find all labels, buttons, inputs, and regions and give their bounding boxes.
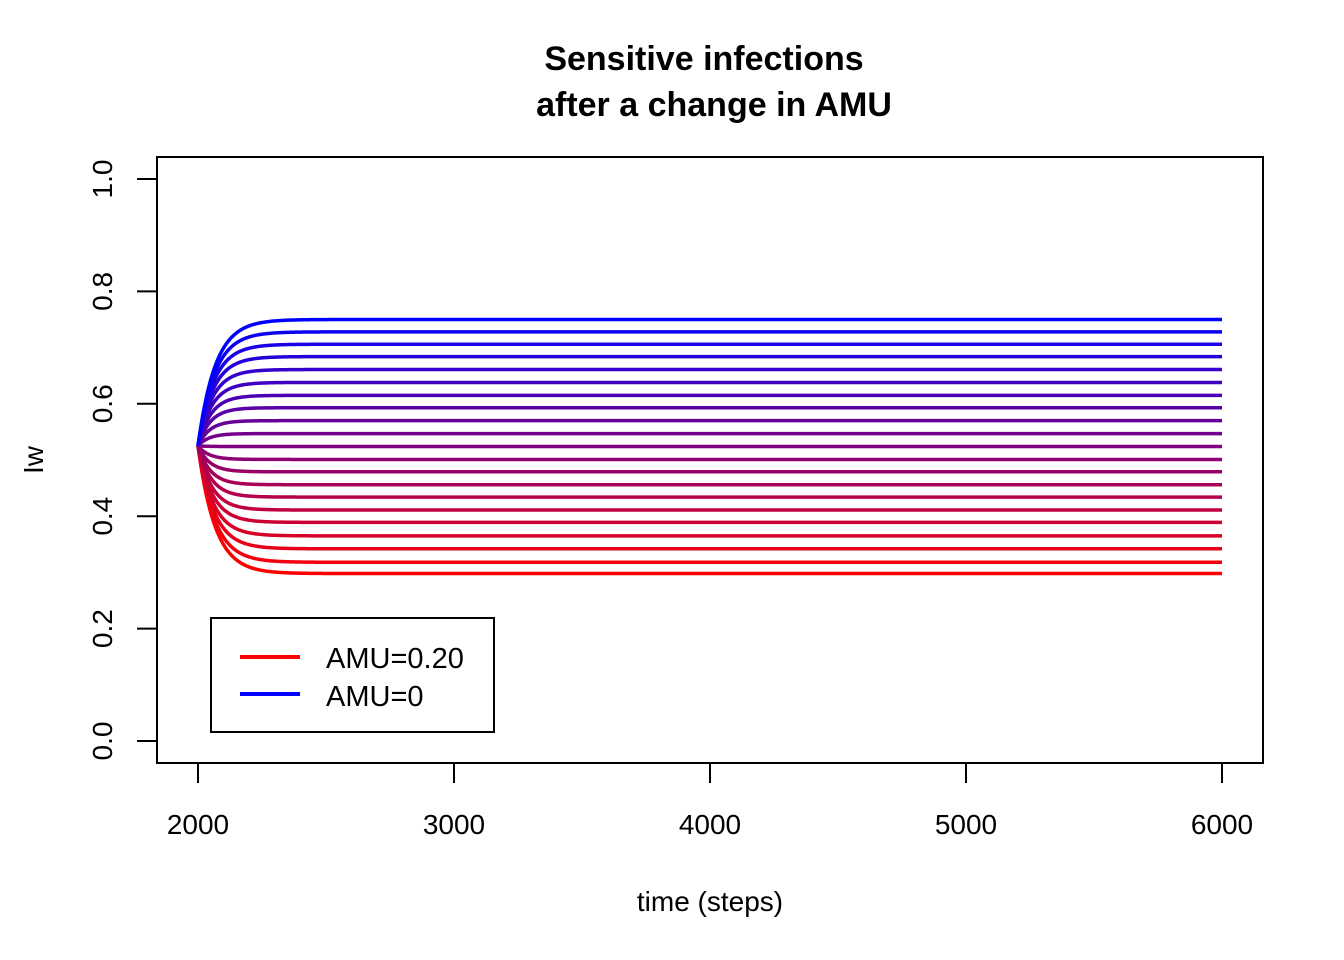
y-tick-label: 0.2 xyxy=(87,609,118,648)
series-line xyxy=(196,367,1222,447)
y-axis-label: Iw xyxy=(18,445,49,474)
series-line xyxy=(196,431,1222,448)
y-tick-label: 0.8 xyxy=(87,272,118,311)
x-tick-label: 5000 xyxy=(935,809,997,840)
series-line xyxy=(196,445,1222,474)
series-line xyxy=(196,393,1222,447)
x-tick-label: 2000 xyxy=(167,809,229,840)
series-line xyxy=(196,445,1222,499)
x-axis: 2000 3000 4000 5000 6000 xyxy=(167,762,1253,840)
series-line xyxy=(196,444,1222,462)
series-line xyxy=(196,445,1222,487)
series-line xyxy=(196,418,1222,447)
y-tick-label: 0.6 xyxy=(87,384,118,423)
series-line xyxy=(196,445,1222,576)
series-line xyxy=(196,317,1222,447)
series-line xyxy=(196,405,1222,447)
series-line xyxy=(196,445,1222,538)
y-tick-label: 1.0 xyxy=(87,160,118,199)
series-line xyxy=(196,445,1222,551)
series-lines xyxy=(196,317,1222,576)
series-line xyxy=(196,445,1222,512)
y-tick-label: 0.0 xyxy=(87,722,118,761)
y-tick-label: 0.4 xyxy=(87,497,118,536)
y-axis: 0.0 0.2 0.4 0.6 0.8 1.0 xyxy=(87,160,158,761)
legend: AMU=0.20 AMU=0 xyxy=(210,617,495,733)
legend-box xyxy=(210,617,495,733)
series-line xyxy=(196,330,1222,447)
chart-title-line-2: after a change in AMU xyxy=(536,86,892,124)
series-line xyxy=(197,444,1222,449)
legend-label-amu-020: AMU=0.20 xyxy=(326,643,464,675)
x-tick-label: 4000 xyxy=(679,809,741,840)
series-line xyxy=(196,380,1222,447)
x-tick-label: 6000 xyxy=(1191,809,1253,840)
legend-label-amu-0: AMU=0 xyxy=(326,681,424,713)
chart-title-line-1: Sensitive infections xyxy=(544,40,863,78)
x-tick-label: 3000 xyxy=(423,809,485,840)
series-line xyxy=(196,445,1222,525)
series-line xyxy=(196,342,1222,447)
series-line xyxy=(196,445,1222,565)
x-axis-label: time (steps) xyxy=(637,886,783,917)
series-line xyxy=(196,354,1222,447)
